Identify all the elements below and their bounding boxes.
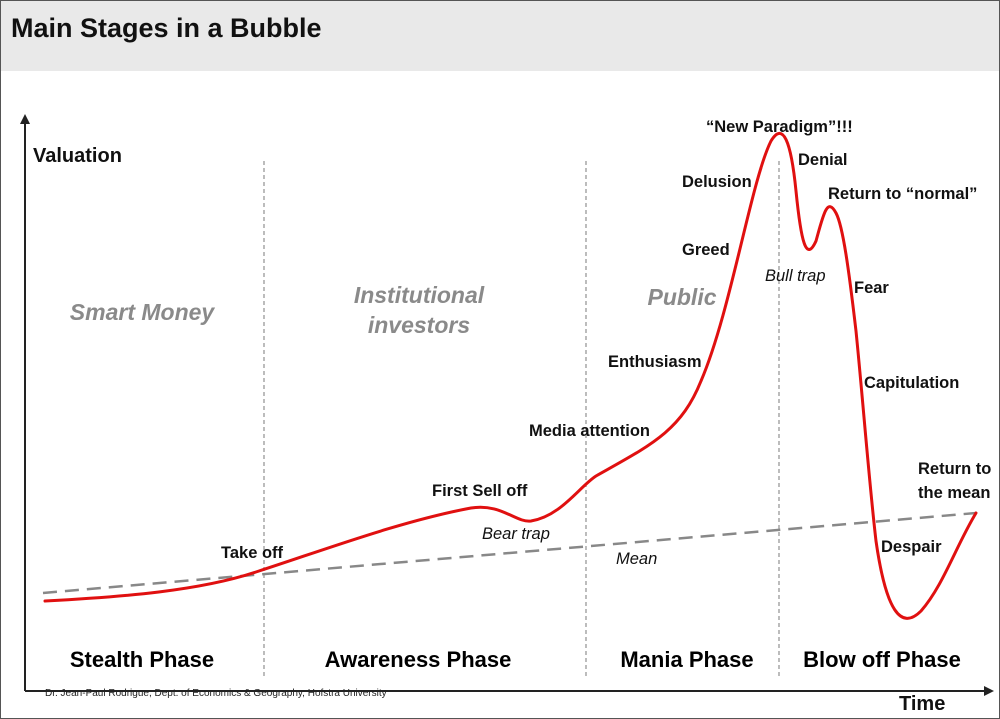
group-smart-money: Smart Money	[70, 299, 216, 325]
phase-mania: Mania Phase	[620, 647, 753, 672]
stage-despair: Despair	[881, 538, 942, 556]
group-institutional-investors: investors	[368, 312, 470, 338]
mean-label: Mean	[616, 550, 657, 568]
bubble-curve	[43, 132, 978, 620]
mean-line	[42, 511, 977, 595]
title-bar: Main Stages in a Bubble	[1, 1, 999, 71]
stage-greed: Greed	[682, 241, 730, 259]
group-public: Public	[647, 284, 716, 310]
stage-capitulation: Capitulation	[864, 374, 959, 392]
stage-return-to-mean: Return to	[918, 460, 991, 478]
stage-return-to-mean-2: the mean	[918, 484, 990, 502]
group-institutional: Institutional	[354, 282, 485, 308]
stage-delusion: Delusion	[682, 173, 752, 191]
x-axis-label: Time	[899, 693, 945, 715]
phase-awareness: Awareness Phase	[325, 647, 512, 672]
stage-fear: Fear	[854, 279, 889, 297]
stage-return-to-normal: Return to “normal”	[828, 185, 977, 203]
stage-media-attention: Media attention	[529, 422, 650, 440]
diagram-title: Main Stages in a Bubble	[11, 13, 322, 43]
stage-bull-trap: Bull trap	[765, 267, 826, 285]
stage-bear-trap: Bear trap	[482, 525, 550, 543]
y-axis-label: Valuation	[33, 145, 122, 167]
phase-stealth: Stealth Phase	[70, 647, 214, 672]
credit-text: Dr. Jean-Paul Rodrigue, Dept. of Economi…	[45, 688, 387, 699]
phase-blow-off: Blow off Phase	[803, 647, 961, 672]
stage-take-off: Take off	[221, 544, 284, 562]
stage-enthusiasm: Enthusiasm	[608, 353, 702, 371]
stage-new-paradigm: “New Paradigm”!!!	[706, 118, 853, 136]
stage-denial: Denial	[798, 151, 848, 169]
stage-first-sell-off: First Sell off	[432, 482, 528, 500]
